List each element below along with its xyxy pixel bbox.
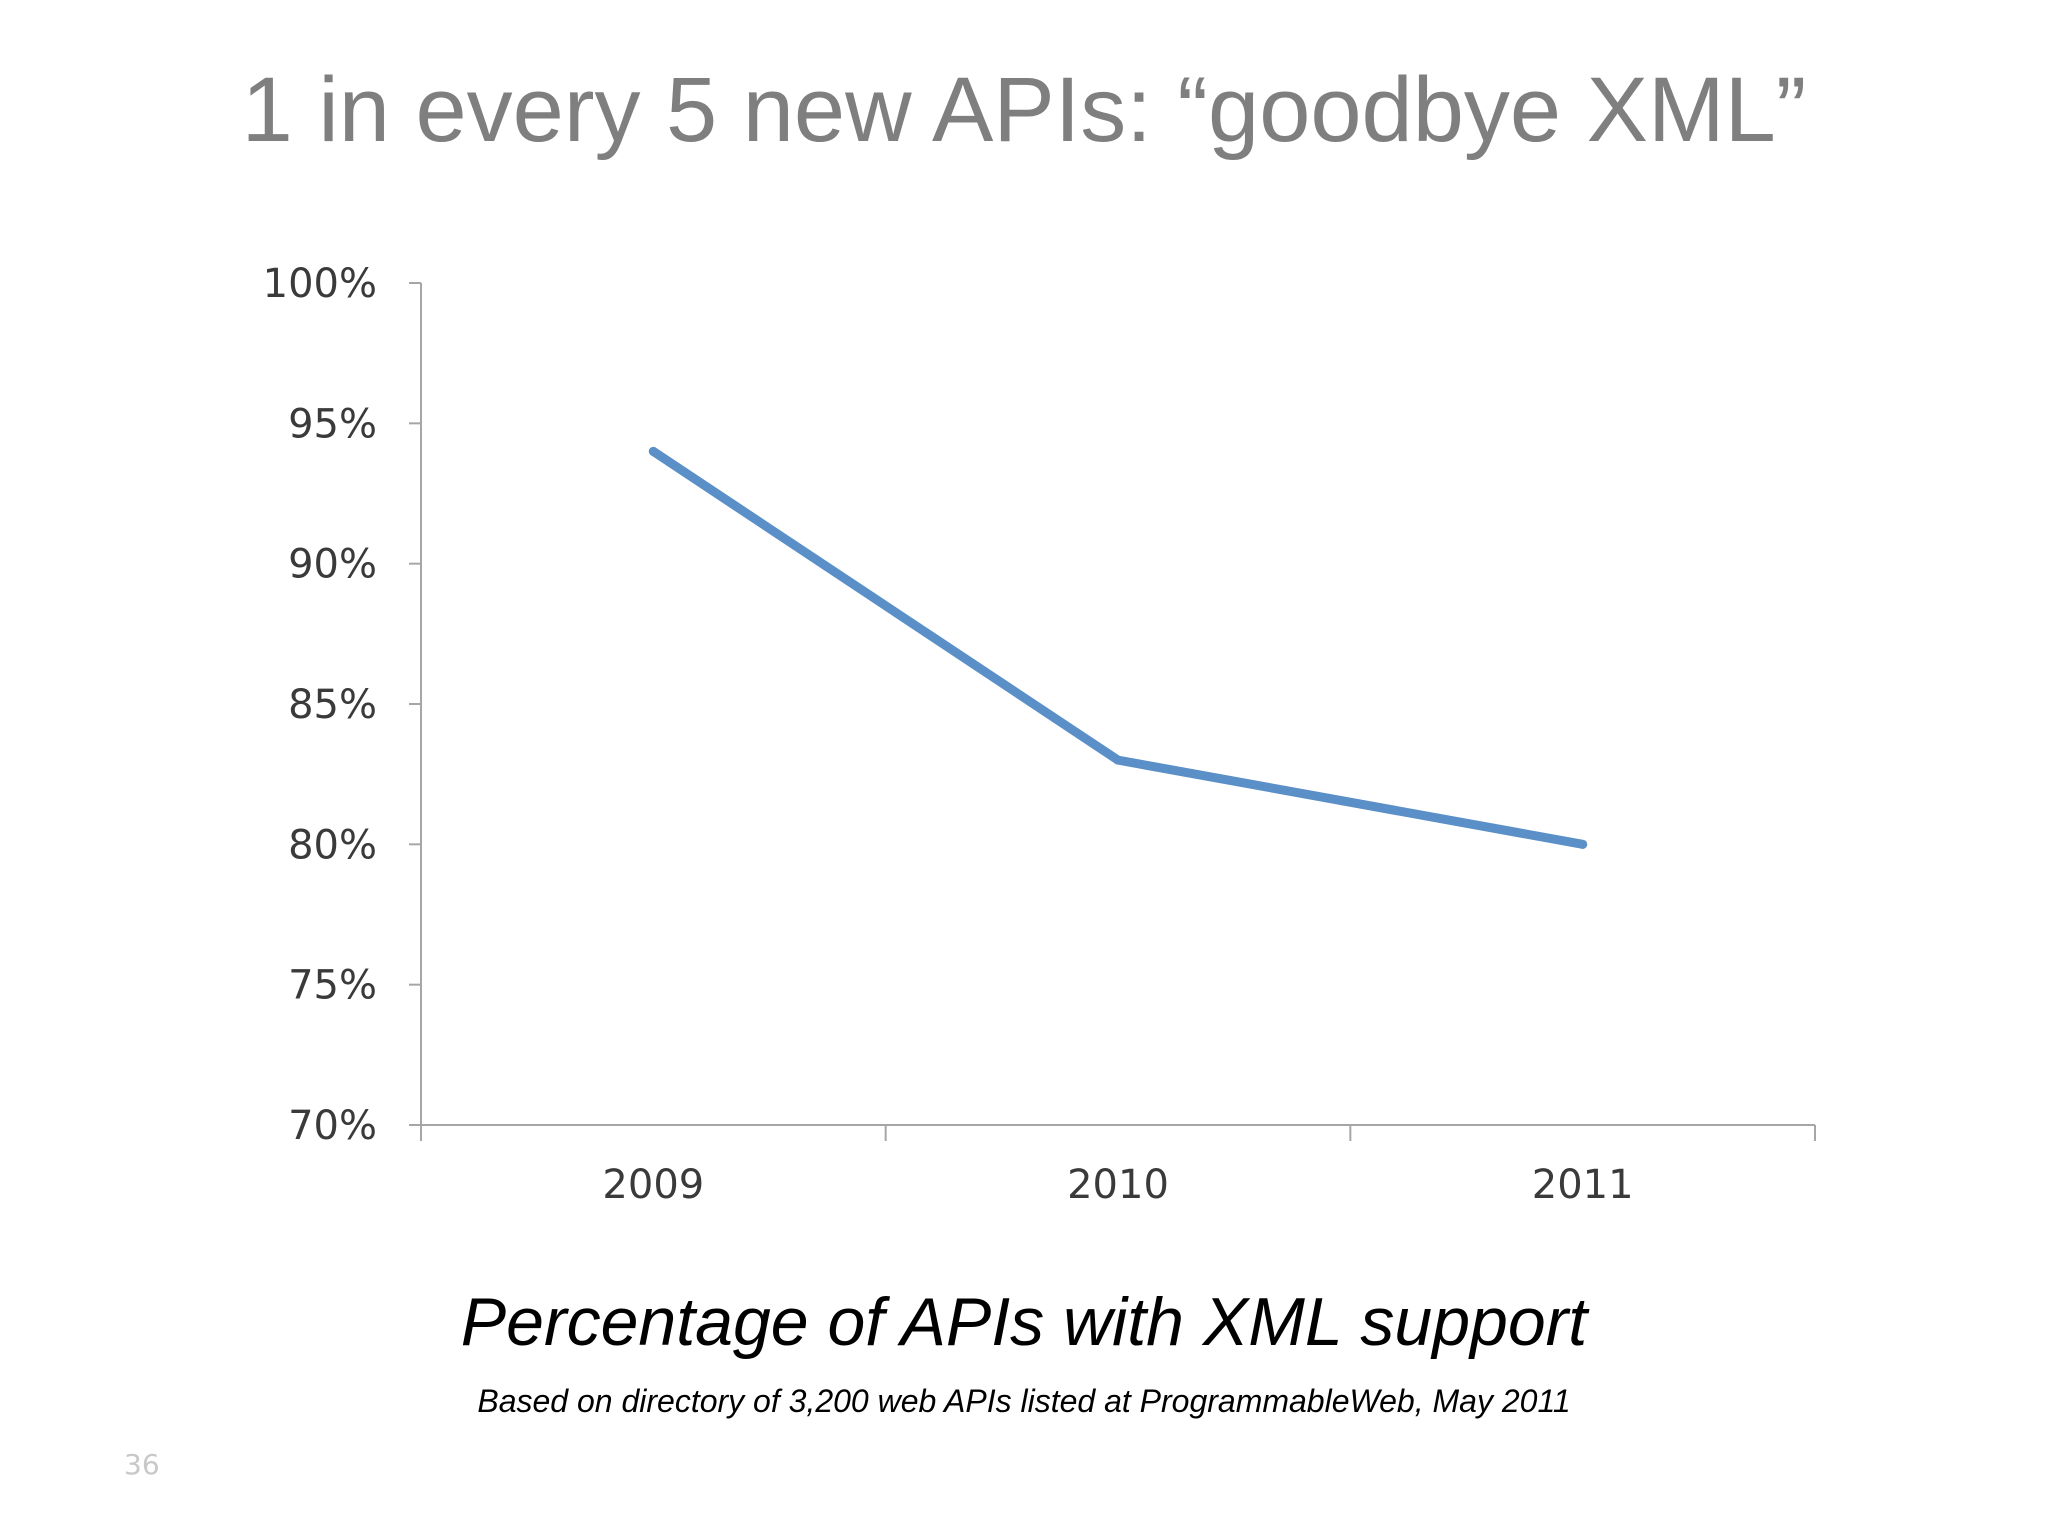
x-axis: 2009 2010 2011 bbox=[420, 1124, 1816, 1208]
series bbox=[648, 446, 1588, 849]
y-tick-label: 90% bbox=[288, 542, 377, 588]
y-tick-label: 95% bbox=[288, 401, 377, 447]
x-tick-label: 2010 bbox=[1067, 1162, 1169, 1208]
x-tick-label: 2011 bbox=[1532, 1162, 1634, 1208]
data-point bbox=[1113, 755, 1123, 765]
y-tick-label: 80% bbox=[288, 822, 377, 868]
series-line bbox=[648, 446, 1588, 849]
slide-title: 1 in every 5 new APIs: “goodbye XML” bbox=[241, 59, 1807, 161]
y-tick-label: 75% bbox=[288, 963, 377, 1009]
x-tick-label: 2009 bbox=[602, 1162, 704, 1208]
y-tick-label: 70% bbox=[288, 1103, 377, 1149]
chart-caption: Percentage of APIs with XML support bbox=[460, 1284, 1588, 1360]
y-tick-label: 85% bbox=[288, 682, 377, 728]
y-axis: 70% 75% 80% 85% 90% 95% 100% bbox=[263, 261, 422, 1149]
slide-number: 36 bbox=[124, 1448, 160, 1481]
data-point bbox=[1578, 839, 1588, 849]
y-tick-label: 100% bbox=[263, 261, 377, 307]
source-note: Based on directory of 3,200 web APIs lis… bbox=[477, 1383, 1571, 1419]
data-point bbox=[648, 446, 658, 456]
